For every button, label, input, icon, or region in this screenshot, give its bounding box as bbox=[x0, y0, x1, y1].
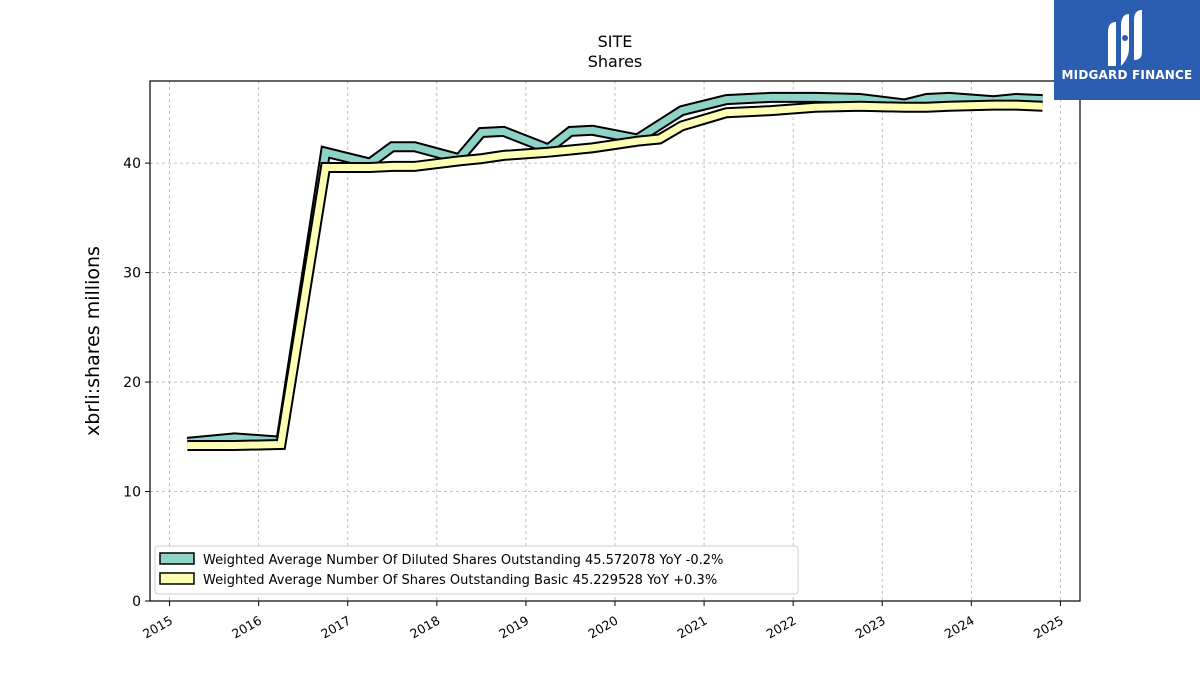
chart-subtitle: Shares bbox=[588, 52, 643, 71]
logo-text: MIDGARD FINANCE bbox=[1061, 68, 1193, 82]
midgard-finance-logo: MIDGARD FINANCE bbox=[1054, 0, 1200, 100]
legend-label-basic: Weighted Average Number Of Shares Outsta… bbox=[203, 573, 717, 588]
x-tick-label: 2015 bbox=[140, 613, 175, 642]
y-axis-label: xbrli:shares millions bbox=[82, 246, 104, 436]
x-ticks: 2015 2016 2017 2018 2019 2020 2021 2022 2023 2024… bbox=[140, 601, 1066, 642]
y-tick-label: 0 bbox=[132, 594, 141, 610]
y-tick-label: 40 bbox=[123, 156, 141, 172]
x-tick-label: 2021 bbox=[675, 613, 710, 642]
legend-swatch-basic bbox=[159, 572, 195, 585]
legend: Weighted Average Number Of Diluted Share… bbox=[154, 545, 799, 595]
y-tick-label: 10 bbox=[123, 485, 141, 501]
x-tick-label: 2023 bbox=[853, 613, 888, 642]
legend-box bbox=[154, 545, 799, 595]
grid bbox=[150, 81, 1080, 601]
x-tick-label: 2016 bbox=[229, 613, 264, 642]
logo-mark-icon bbox=[1108, 10, 1142, 66]
series-line-basic-shares bbox=[187, 101, 1043, 449]
x-tick-label: 2020 bbox=[585, 613, 620, 642]
x-tick-label: 2019 bbox=[496, 613, 531, 642]
x-tick-label: 2018 bbox=[407, 613, 442, 642]
legend-swatch-diluted bbox=[159, 552, 195, 565]
x-tick-label: 2022 bbox=[764, 613, 799, 642]
chart-title: SITE bbox=[598, 32, 633, 51]
y-tick-label: 20 bbox=[123, 375, 141, 391]
x-tick-label: 2017 bbox=[318, 613, 353, 642]
y-tick-label: 30 bbox=[123, 266, 141, 282]
x-tick-label: 2025 bbox=[1031, 613, 1066, 642]
series-layer bbox=[186, 91, 1043, 451]
legend-label-diluted: Weighted Average Number Of Diluted Share… bbox=[203, 553, 723, 568]
y-ticks: 0 10 20 30 40 bbox=[123, 156, 150, 610]
x-tick-label: 2024 bbox=[942, 613, 977, 642]
